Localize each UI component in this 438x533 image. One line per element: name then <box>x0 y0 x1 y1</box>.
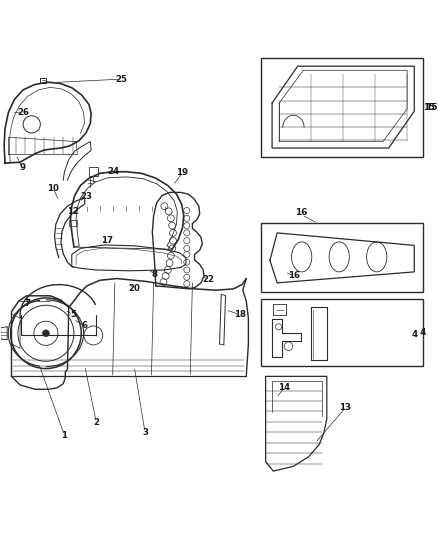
Text: 17: 17 <box>102 236 113 245</box>
Text: 26: 26 <box>17 108 29 117</box>
Bar <box>261 223 423 292</box>
Text: 2: 2 <box>93 418 99 427</box>
Text: 15: 15 <box>424 103 435 111</box>
Bar <box>89 167 98 176</box>
Text: 4: 4 <box>420 328 426 337</box>
Text: 13: 13 <box>339 403 351 413</box>
Text: 22: 22 <box>202 275 214 284</box>
Text: 7: 7 <box>25 298 31 308</box>
Text: 6: 6 <box>82 321 88 330</box>
Text: 12: 12 <box>67 207 79 216</box>
Text: 8: 8 <box>152 270 158 279</box>
Bar <box>261 299 423 366</box>
Text: 10: 10 <box>47 183 59 192</box>
Text: 20: 20 <box>128 285 140 293</box>
Text: 4: 4 <box>411 330 417 339</box>
Text: 1: 1 <box>61 431 67 440</box>
Text: 24: 24 <box>107 167 120 176</box>
Bar <box>261 58 423 157</box>
Text: 3: 3 <box>142 428 148 437</box>
Text: 14: 14 <box>278 383 290 392</box>
Text: 23: 23 <box>80 192 92 201</box>
Text: 16: 16 <box>288 271 300 280</box>
Text: 16: 16 <box>296 208 308 217</box>
Text: 5: 5 <box>70 310 76 319</box>
Text: 15: 15 <box>425 103 437 111</box>
Text: 25: 25 <box>115 75 127 84</box>
Bar <box>69 220 77 225</box>
Text: 9: 9 <box>19 163 25 172</box>
Circle shape <box>42 330 49 337</box>
Text: 18: 18 <box>234 310 246 319</box>
Text: 19: 19 <box>177 168 188 177</box>
